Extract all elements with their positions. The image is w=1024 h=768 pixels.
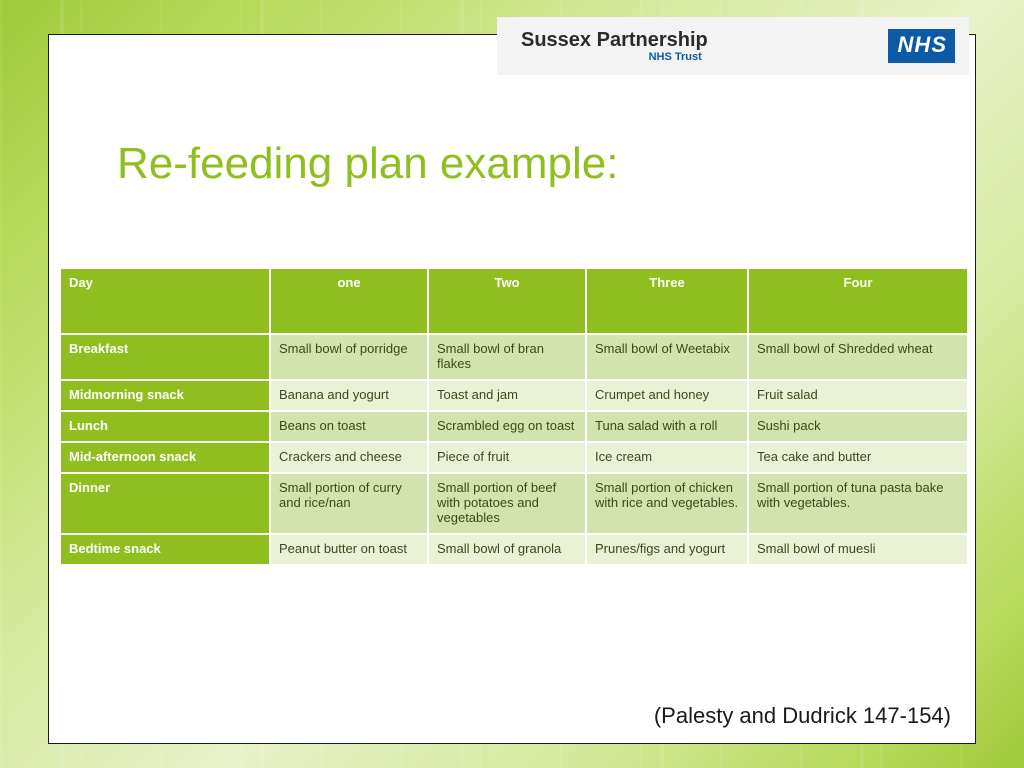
logo-banner: Sussex Partnership NHS Trust NHS: [497, 17, 969, 75]
table-cell: Beans on toast: [270, 411, 428, 442]
row-header: Dinner: [60, 473, 270, 534]
table-cell: Small portion of beef with potatoes and …: [428, 473, 586, 534]
page-title: Re-feeding plan example:: [117, 139, 618, 189]
slide-frame: Sussex Partnership NHS Trust NHS Re-feed…: [48, 34, 976, 744]
table-row: Mid-afternoon snackCrackers and cheesePi…: [60, 442, 968, 473]
table-cell: Peanut butter on toast: [270, 534, 428, 565]
row-header: Lunch: [60, 411, 270, 442]
table-cell: Prunes/figs and yogurt: [586, 534, 748, 565]
logo-main-text: Sussex Partnership: [521, 29, 708, 51]
row-header: Bedtime snack: [60, 534, 270, 565]
table-row: BreakfastSmall bowl of porridgeSmall bow…: [60, 334, 968, 380]
table-cell: Small portion of chicken with rice and v…: [586, 473, 748, 534]
table-row: LunchBeans on toastScrambled egg on toas…: [60, 411, 968, 442]
table-row: Midmorning snackBanana and yogurtToast a…: [60, 380, 968, 411]
table-cell: Small bowl of Shredded wheat: [748, 334, 968, 380]
col-header-three: Three: [586, 268, 748, 334]
table-cell: Sushi pack: [748, 411, 968, 442]
table-cell: Small bowl of muesli: [748, 534, 968, 565]
feeding-plan-table: Day one Two Three Four BreakfastSmall bo…: [59, 267, 969, 566]
col-header-two: Two: [428, 268, 586, 334]
citation-text: (Palesty and Dudrick 147-154): [654, 703, 951, 729]
table-cell: Ice cream: [586, 442, 748, 473]
table-cell: Tuna salad with a roll: [586, 411, 748, 442]
row-header: Midmorning snack: [60, 380, 270, 411]
col-header-day: Day: [60, 268, 270, 334]
logo-text: Sussex Partnership NHS Trust: [521, 29, 708, 63]
table-cell: Toast and jam: [428, 380, 586, 411]
nhs-badge: NHS: [888, 29, 955, 63]
table-cell: Small portion of curry and rice/nan: [270, 473, 428, 534]
table-cell: Crumpet and honey: [586, 380, 748, 411]
table-cell: Small bowl of bran flakes: [428, 334, 586, 380]
table-body: BreakfastSmall bowl of porridgeSmall bow…: [60, 334, 968, 565]
table-cell: Crackers and cheese: [270, 442, 428, 473]
table-cell: Tea cake and butter: [748, 442, 968, 473]
table-cell: Piece of fruit: [428, 442, 586, 473]
table-row: Bedtime snackPeanut butter on toastSmall…: [60, 534, 968, 565]
table-cell: Small bowl of Weetabix: [586, 334, 748, 380]
table-cell: Small bowl of porridge: [270, 334, 428, 380]
table-cell: Scrambled egg on toast: [428, 411, 586, 442]
table-cell: Small portion of tuna pasta bake with ve…: [748, 473, 968, 534]
row-header: Mid-afternoon snack: [60, 442, 270, 473]
col-header-one: one: [270, 268, 428, 334]
table-cell: Banana and yogurt: [270, 380, 428, 411]
table-row: DinnerSmall portion of curry and rice/na…: [60, 473, 968, 534]
table-header: Day one Two Three Four: [60, 268, 968, 334]
row-header: Breakfast: [60, 334, 270, 380]
col-header-four: Four: [748, 268, 968, 334]
table-cell: Fruit salad: [748, 380, 968, 411]
table-cell: Small bowl of granola: [428, 534, 586, 565]
logo-sub-text: NHS Trust: [649, 51, 702, 63]
feeding-plan-table-wrap: Day one Two Three Four BreakfastSmall bo…: [59, 267, 967, 566]
